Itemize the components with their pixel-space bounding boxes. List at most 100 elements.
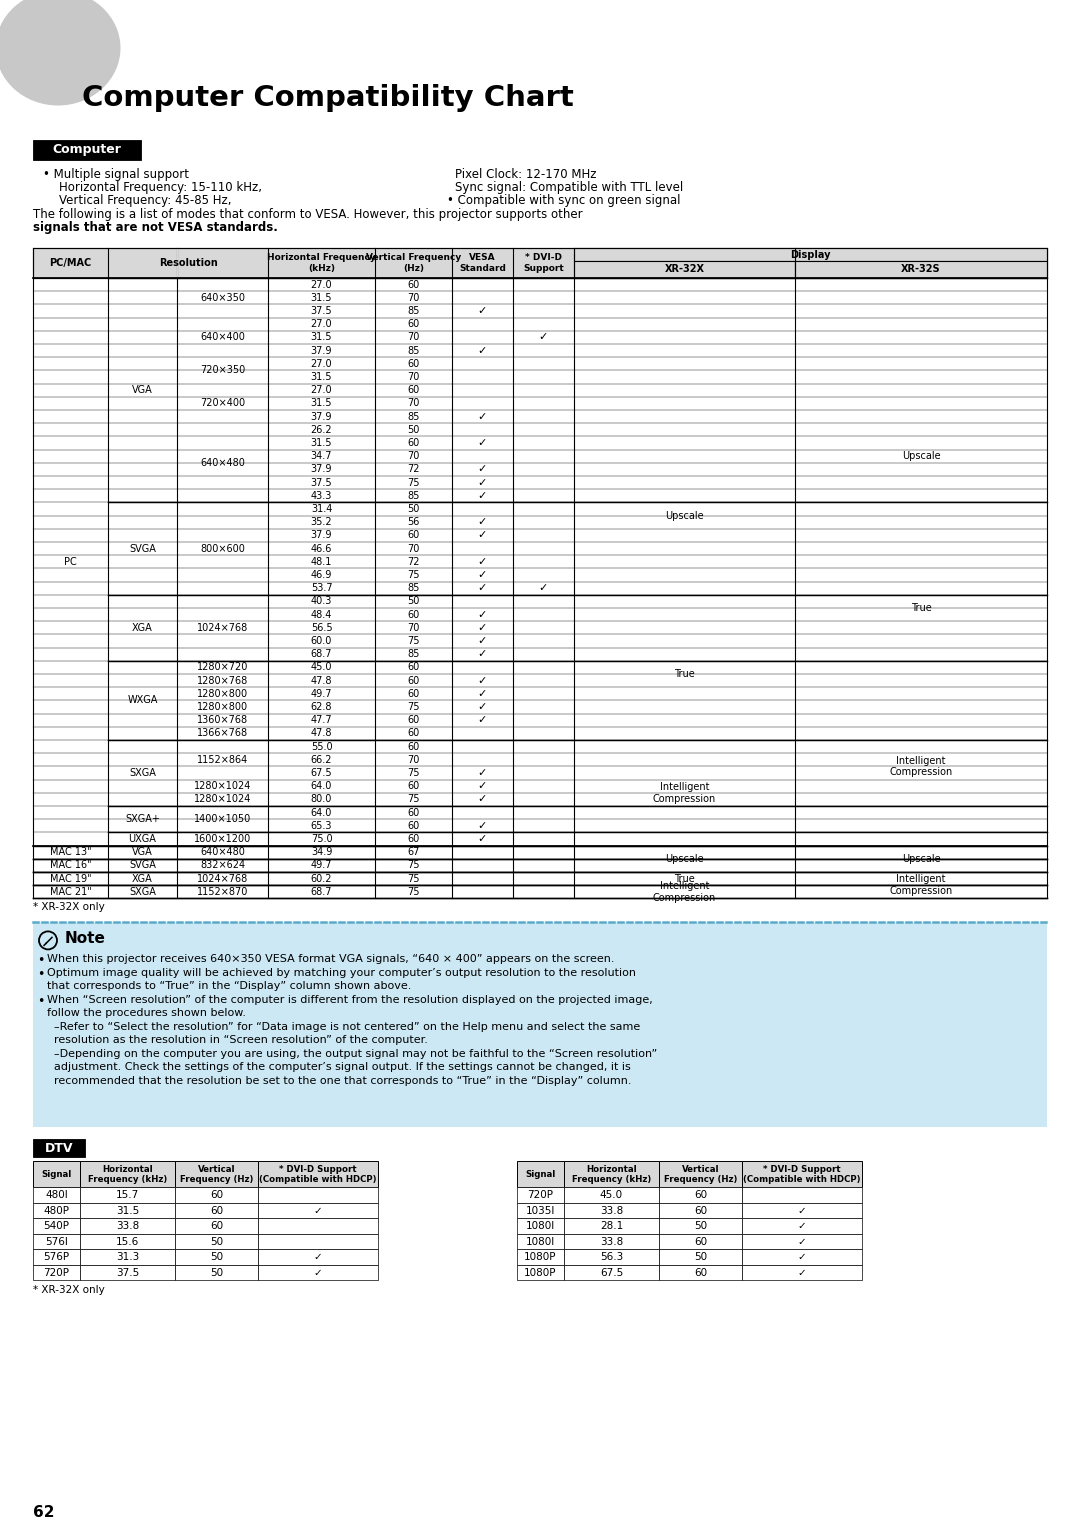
Text: 56.3: 56.3 [599,1252,623,1261]
Text: 85: 85 [407,306,420,317]
Text: 27.0: 27.0 [311,280,333,289]
Text: 31.5: 31.5 [311,332,333,342]
Text: 46.9: 46.9 [311,570,333,579]
Bar [742,1264,862,1280]
Text: ✓: ✓ [477,491,487,502]
Text: 1600×1200: 1600×1200 [194,833,252,844]
Text: ✓: ✓ [313,1252,322,1261]
Bar [258,1234,378,1249]
Text: 60: 60 [407,833,420,844]
Text: 33.8: 33.8 [599,1206,623,1216]
Text: MAC 21": MAC 21" [50,887,92,898]
Text: 60: 60 [210,1206,224,1216]
Text: 70: 70 [407,755,420,764]
Text: 55.0: 55.0 [311,742,333,752]
Bar [258,1264,378,1280]
Text: XGA: XGA [132,622,153,633]
Text: * DVI-D Support
(Compatible with HDCP): * DVI-D Support (Compatible with HDCP) [743,1165,861,1183]
Text: 62: 62 [33,1505,54,1520]
Text: ✓: ✓ [477,821,487,830]
Text: Vertical Frequency
(Hz): Vertical Frequency (Hz) [366,254,461,272]
Text: 60: 60 [407,437,420,448]
Bar [175,1203,258,1219]
Text: ✓: ✓ [477,650,487,659]
Bar [564,1188,659,1203]
Text: 720×350: 720×350 [200,365,245,376]
Text: 1280×800: 1280×800 [197,702,248,713]
Text: 37.9: 37.9 [311,465,333,474]
Text: 1152×870: 1152×870 [197,887,248,898]
Text: ✓: ✓ [798,1206,807,1216]
Text: 85: 85 [407,346,420,356]
Text: 576P: 576P [43,1252,69,1261]
Text: 85: 85 [407,411,420,422]
Text: adjustment. Check the settings of the computer’s signal output. If the settings : adjustment. Check the settings of the co… [54,1063,631,1072]
Bar [258,1219,378,1234]
Bar [33,1139,85,1157]
Bar [80,1219,175,1234]
Text: 35.2: 35.2 [311,517,333,528]
Text: 480P: 480P [43,1206,69,1216]
Bar [659,1219,742,1234]
Text: 72: 72 [407,465,420,474]
Text: 85: 85 [407,583,420,593]
Text: •: • [37,968,44,982]
Text: 60: 60 [407,531,420,540]
Text: 640×400: 640×400 [200,332,245,342]
Text: SXGA: SXGA [130,768,156,778]
Bar [258,1203,378,1219]
Bar [175,1264,258,1280]
Text: 70: 70 [407,399,420,408]
Text: 75.0: 75.0 [311,833,333,844]
Text: ✓: ✓ [477,557,487,567]
Text: 80.0: 80.0 [311,795,333,804]
Text: ✓: ✓ [477,437,487,448]
Text: 50: 50 [210,1237,224,1246]
Text: 60: 60 [407,385,420,394]
Text: DTV: DTV [44,1142,73,1154]
Text: 1280×1024: 1280×1024 [193,795,252,804]
Text: 60: 60 [407,676,420,685]
Text: Display: Display [791,249,831,260]
Text: ✓: ✓ [477,517,487,528]
Text: Horizontal
Frequency (kHz): Horizontal Frequency (kHz) [87,1165,167,1183]
Text: 60: 60 [694,1268,707,1278]
Text: VGA: VGA [132,847,153,858]
Bar [80,1234,175,1249]
Text: Sync signal: Compatible with TTL level: Sync signal: Compatible with TTL level [455,180,684,194]
Text: VESA
Standard: VESA Standard [459,254,505,272]
Bar [564,1203,659,1219]
Text: 60: 60 [694,1190,707,1200]
Text: WXGA: WXGA [127,696,158,705]
Text: 800×600: 800×600 [200,544,245,553]
Text: 31.5: 31.5 [311,437,333,448]
Text: 47.8: 47.8 [311,728,333,739]
Text: that corresponds to “True” in the “Display” column shown above.: that corresponds to “True” in the “Displ… [48,982,411,991]
Text: signals that are not VESA standards.: signals that are not VESA standards. [33,222,278,234]
Text: 50: 50 [694,1252,707,1261]
Bar [659,1188,742,1203]
Text: 70: 70 [407,544,420,553]
Text: 60: 60 [407,688,420,699]
Text: ✓: ✓ [477,622,487,633]
Text: PC: PC [64,557,77,567]
Text: SVGA: SVGA [130,544,156,553]
Text: 27.0: 27.0 [311,385,333,394]
Text: 60: 60 [407,716,420,725]
Text: MAC 16": MAC 16" [50,861,92,870]
Text: 1035I: 1035I [526,1206,555,1216]
Text: Intelligent
Compression: Intelligent Compression [653,781,716,804]
Text: ✓: ✓ [477,306,487,317]
Text: 34.7: 34.7 [311,451,333,462]
Text: 1280×768: 1280×768 [197,676,248,685]
Text: Vertical
Frequency (Hz): Vertical Frequency (Hz) [179,1165,253,1183]
Text: 56.5: 56.5 [311,622,333,633]
Text: Pixel Clock: 12-170 MHz: Pixel Clock: 12-170 MHz [455,168,596,180]
Text: 49.7: 49.7 [311,861,333,870]
Text: 15.6: 15.6 [116,1237,139,1246]
Bar [175,1188,258,1203]
Text: 37.5: 37.5 [311,306,333,317]
Text: 60: 60 [407,359,420,368]
Text: SVGA: SVGA [130,861,156,870]
Text: ✓: ✓ [477,570,487,579]
